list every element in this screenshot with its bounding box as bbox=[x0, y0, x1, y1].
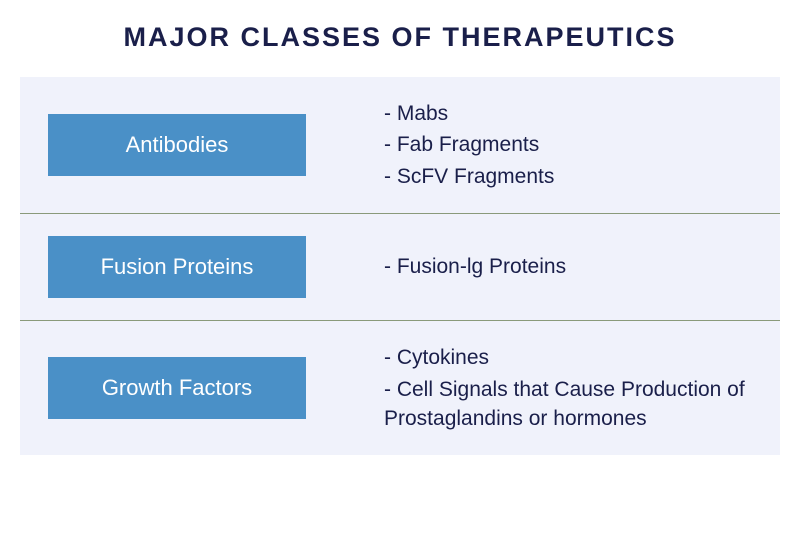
list-item: - Mabs bbox=[384, 99, 752, 128]
page-title: MAJOR CLASSES OF THERAPEUTICS bbox=[20, 22, 780, 53]
category-badge: Antibodies bbox=[48, 114, 306, 176]
list-item: - Fab Fragments bbox=[384, 130, 752, 159]
category-row: Fusion Proteins - Fusion-lg Proteins bbox=[20, 214, 780, 320]
list-item: - ScFV Fragments bbox=[384, 162, 752, 191]
items-list: - Cytokines - Cell Signals that Cause Pro… bbox=[384, 343, 752, 433]
items-list: - Fusion-lg Proteins bbox=[384, 252, 752, 281]
category-row: Growth Factors - Cytokines - Cell Signals … bbox=[20, 321, 780, 455]
items-list: - Mabs- Fab Fragments - ScFV Fragments bbox=[384, 99, 752, 191]
category-badge: Growth Factors bbox=[48, 357, 306, 419]
rows-container: Antibodies - Mabs- Fab Fragments - ScFV Fr… bbox=[20, 77, 780, 455]
category-row: Antibodies - Mabs- Fab Fragments - ScFV Fr… bbox=[20, 77, 780, 213]
list-item: - Fusion-lg Proteins bbox=[384, 252, 752, 281]
infographic-page: MAJOR CLASSES OF THERAPEUTICS Antibodies… bbox=[0, 0, 800, 533]
category-badge: Fusion Proteins bbox=[48, 236, 306, 298]
list-item: - Cell Signals that Cause Production of … bbox=[384, 375, 752, 434]
list-item: - Cytokines bbox=[384, 343, 752, 372]
